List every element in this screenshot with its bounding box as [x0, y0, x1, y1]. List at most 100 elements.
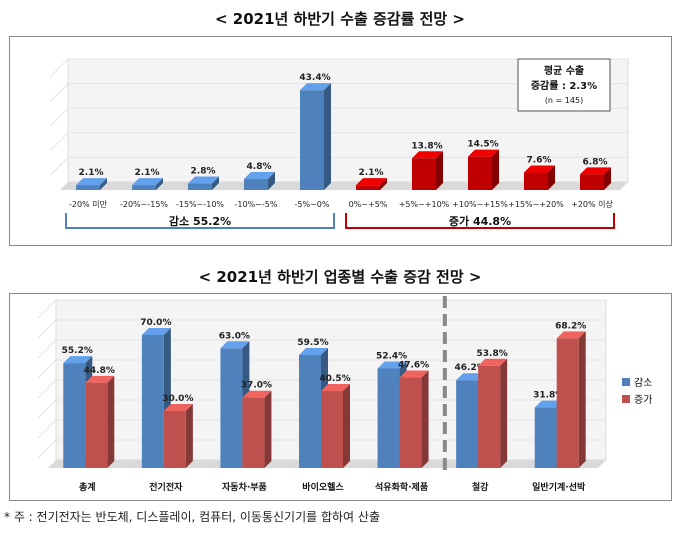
chart2-gridline-diag: [37, 319, 57, 339]
chart1-annotation-box: [517, 58, 611, 112]
chart1-tick-label: -5%~0%: [295, 200, 330, 209]
chart2-bar-top: [299, 347, 328, 355]
chart1-data-label: 2.1%: [359, 168, 384, 178]
chart1-bar-side: [604, 167, 611, 190]
chart1-bar-top: [356, 178, 387, 186]
chart2-bar-side: [264, 390, 272, 468]
chart1-bar-front: [468, 156, 492, 190]
chart1-bar: [412, 151, 443, 190]
chart1-bar-side: [380, 178, 387, 190]
chart1-svg: 2.1% -20% 미만 2.1% -20%~-15% 2.8% -15%~-10% 4.8…: [49, 58, 629, 229]
chart1-annotation-line: (n = 145): [545, 96, 583, 105]
chart1-bar-top: [132, 178, 163, 186]
chart2-legend-swatch: [622, 378, 630, 386]
chart1-bar-front: [244, 178, 268, 190]
chart2-legend-label: 증가: [634, 394, 652, 406]
chart1-tick-label: 0%~+5%: [349, 200, 388, 209]
chart2-bar-top: [220, 341, 250, 349]
chart1-bar-side: [268, 171, 275, 190]
chart1-annotation-line: 평균 수출: [544, 64, 584, 77]
chart2-bar: [85, 375, 115, 468]
chart2-bar-front: [85, 382, 108, 468]
chart1-data-label: 4.8%: [247, 162, 272, 172]
chart1-bar-front: [188, 183, 212, 190]
chart2-data-label: 47.6%: [398, 361, 429, 371]
chart2-legend-label: 감소: [634, 377, 652, 389]
chart2-bar: [163, 404, 193, 468]
chart1-bar-front: [580, 174, 604, 190]
chart1-bar-side: [492, 149, 499, 190]
chart2-tick-label: 총계: [79, 481, 96, 493]
chart1-bar: [244, 171, 275, 190]
chart2-tick-label: 일반기계·선박: [532, 481, 586, 493]
chart2-data-label: 46.2%: [455, 363, 486, 373]
chart1-bar-front: [76, 185, 100, 190]
chart2-data-label: 40.5%: [319, 374, 350, 384]
chart2-gridline-diag: [37, 299, 57, 319]
chart2-bar-front: [377, 368, 400, 468]
chart2-bar-top: [399, 370, 429, 378]
chart2-bar: [556, 331, 586, 468]
chart2-bar-front: [242, 397, 265, 468]
chart2-title: < 2021년 하반기 업종별 수출 증감 전망 >: [198, 268, 482, 286]
chart2-bar-side: [421, 370, 429, 468]
chart2-data-label: 31.8%: [533, 391, 564, 401]
chart1-gridline-diag: [49, 107, 69, 127]
chart1-tick-label: +20% 이상: [571, 199, 613, 209]
chart2-data-label: 52.4%: [376, 351, 407, 361]
chart1-bar: [580, 167, 611, 190]
chart1-bar-side: [212, 176, 219, 190]
chart2-data-label: 59.5%: [297, 338, 328, 348]
chart2-bar-top: [556, 331, 586, 339]
chart2-tick-label: 자동차·부품: [222, 481, 267, 493]
chart2-bar-front: [163, 411, 186, 468]
chart2-bar: [242, 390, 272, 468]
chart2-bar-front: [299, 354, 321, 468]
chart1-bar-side: [100, 178, 107, 190]
chart1-title: < 2021년 하반기 수출 증감률 전망 >: [214, 10, 466, 28]
chart1-tick-label: -20%~-15%: [120, 200, 168, 209]
chart2-bar-front: [220, 348, 243, 468]
chart1-data-label: 43.4%: [299, 73, 330, 83]
chart1-data-label: 6.8%: [583, 157, 608, 167]
chart1-data-label: 2.8%: [191, 167, 216, 177]
chart1-bar: [132, 178, 163, 190]
chart1-bar-top: [188, 176, 219, 184]
chart1-tick-label: +15%~+20%: [508, 200, 564, 209]
chart1-group-label: 감소 55.2%: [169, 214, 231, 228]
footnote: * 주 : 전기전자는 반도체, 디스플레이, 컴퓨터, 이동통신기기를 합하여…: [4, 510, 380, 524]
chart2-bar: [321, 384, 350, 468]
chart1-gridline-diag: [49, 83, 69, 102]
chart2-bar-side: [107, 375, 115, 468]
chart2-bar-top: [141, 328, 171, 335]
chart1-bar-top: [76, 178, 107, 186]
chart2-data-label: 70.0%: [140, 318, 171, 328]
chart1-group-bracket: [65, 213, 335, 229]
chart2-bar: [399, 370, 429, 468]
chart1-tick-label: +10%~+15%: [452, 200, 508, 209]
chart1-data-label: 14.5%: [467, 140, 498, 150]
chart1-group-label: 증가 44.8%: [449, 214, 511, 228]
chart2-data-label: 55.2%: [62, 346, 93, 356]
chart1-tick-label: -10%~-5%: [235, 200, 278, 209]
chart1-tick-label: -15%~-10%: [176, 200, 224, 209]
chart1-gridline-diag: [49, 58, 69, 78]
chart2-gridline-diag: [37, 399, 57, 419]
chart2-bar-front: [534, 407, 557, 468]
chart1-panel: 2.1% -20% 미만 2.1% -20%~-15% 2.8% -15%~-10% 4.8…: [9, 36, 672, 246]
chart2-gridline-diag: [37, 359, 57, 379]
chart2-gridline-diag: [37, 439, 57, 459]
chart1-bar-top: [300, 83, 331, 91]
chart2-bar-front: [141, 335, 164, 468]
chart1-data-label: 13.8%: [411, 141, 442, 151]
chart2-bar-front: [556, 338, 579, 468]
chart2-legend-swatch: [622, 395, 630, 403]
chart1-gridline-diag: [49, 132, 69, 152]
chart2-data-label: 30.0%: [162, 394, 193, 404]
chart2-bar-front: [399, 377, 422, 468]
chart2-gridline-diag: [37, 339, 57, 359]
chart1-gridline-diag: [49, 157, 69, 176]
chart2-tick-label: 석유화학·제품: [375, 481, 428, 493]
chart1-bar-top: [244, 171, 275, 179]
chart2-data-label: 68.2%: [555, 321, 586, 331]
